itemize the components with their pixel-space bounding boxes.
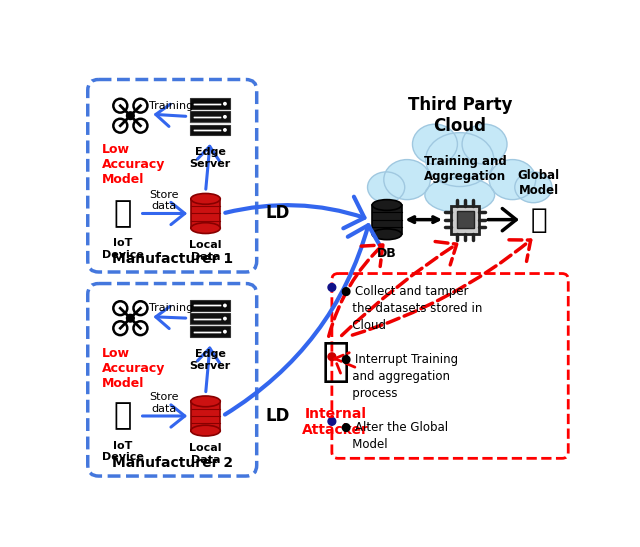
FancyBboxPatch shape [457,211,474,228]
FancyBboxPatch shape [191,401,220,430]
Text: ✦: ✦ [127,111,134,120]
Ellipse shape [191,396,220,407]
FancyBboxPatch shape [190,300,230,311]
Text: LD: LD [266,205,290,223]
Circle shape [328,417,336,425]
FancyBboxPatch shape [190,112,230,122]
FancyBboxPatch shape [190,326,230,337]
Text: LD: LD [266,407,290,425]
Ellipse shape [367,172,404,203]
Ellipse shape [425,177,495,213]
Text: Manufacturer 2: Manufacturer 2 [111,456,233,470]
Text: ● Collect and tamper
   the datasets stored in
   Cloud

● Interrupt Training
  : ● Collect and tamper the datasets stored… [341,285,483,451]
Text: DB: DB [377,247,397,260]
FancyBboxPatch shape [372,205,402,234]
Text: Internal
Attacker: Internal Attacker [302,407,369,437]
Text: Training: Training [149,101,193,110]
Text: Manufacturer 1: Manufacturer 1 [111,252,233,266]
Text: Third Party
Cloud: Third Party Cloud [408,96,512,135]
Text: Training: Training [149,303,193,313]
Ellipse shape [489,160,536,200]
Ellipse shape [515,172,552,203]
Text: Global
Model: Global Model [518,168,560,196]
Circle shape [223,102,227,106]
Text: Local
Data: Local Data [189,443,222,464]
Text: ✦: ✦ [127,313,134,323]
Ellipse shape [426,132,494,187]
Ellipse shape [191,223,220,234]
Circle shape [328,283,336,291]
Ellipse shape [384,160,430,200]
Text: Low
Accuracy
Model: Low Accuracy Model [102,143,165,185]
Text: 🧠: 🧠 [531,206,547,234]
Text: Edge
Server: Edge Server [189,147,231,169]
Ellipse shape [412,124,458,164]
FancyBboxPatch shape [190,313,230,324]
Text: Store
data: Store data [149,392,179,414]
FancyBboxPatch shape [451,206,479,234]
Text: IoT
Device: IoT Device [102,238,143,260]
Text: Local
Data: Local Data [189,241,222,262]
Text: Low
Accuracy
Model: Low Accuracy Model [102,347,165,390]
Circle shape [223,330,227,334]
Text: Store
data: Store data [149,190,179,211]
Text: IoT
Device: IoT Device [102,441,143,462]
FancyBboxPatch shape [191,199,220,228]
Ellipse shape [191,425,220,436]
Circle shape [223,115,227,119]
FancyBboxPatch shape [190,125,230,135]
Circle shape [127,315,134,322]
Text: 🦾: 🦾 [113,199,132,228]
Ellipse shape [191,194,220,204]
Text: 🦾: 🦾 [113,401,132,430]
Text: Training and
Aggregation: Training and Aggregation [424,155,506,183]
Ellipse shape [372,200,402,211]
Ellipse shape [372,229,402,240]
Circle shape [127,112,134,120]
Ellipse shape [462,124,507,164]
Text: Edge
Server: Edge Server [189,349,231,371]
Circle shape [223,317,227,321]
Circle shape [223,304,227,307]
Circle shape [328,353,336,360]
Circle shape [223,128,227,132]
Text: 🕵: 🕵 [321,340,350,385]
FancyBboxPatch shape [190,98,230,109]
